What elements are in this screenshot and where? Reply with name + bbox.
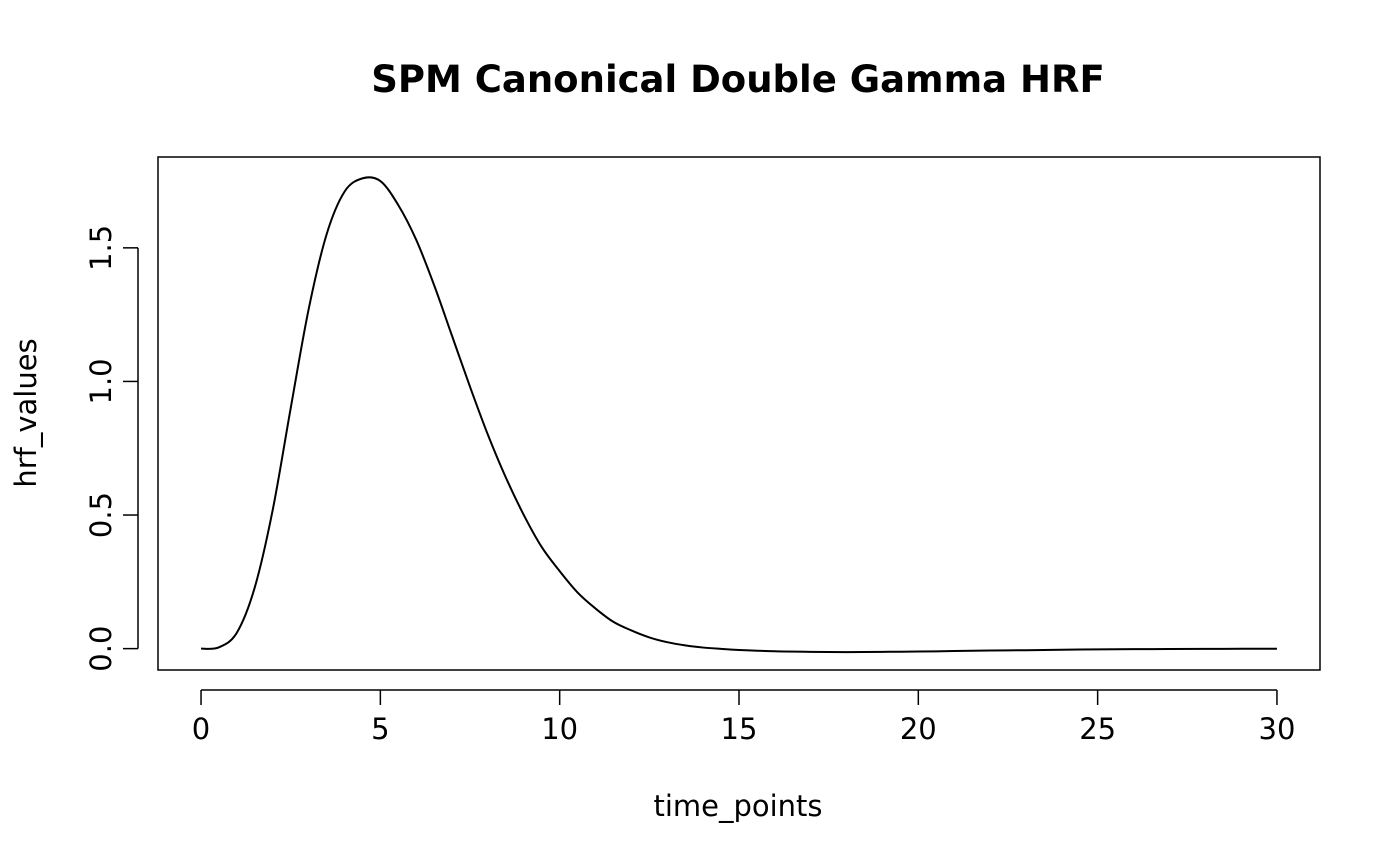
plot-frame [157,156,1321,671]
x-tick-label: 30 [1259,712,1296,746]
chart-title: SPM Canonical Double Gamma HRF [371,58,1104,101]
y-tick-label: 1.5 [84,225,118,271]
x-tick-label: 15 [721,712,758,746]
y-tick-label: 0.0 [84,626,118,672]
y-tick-label: 1.0 [84,358,118,404]
hrf-series-line [200,176,1277,654]
y-axis: 0.0 0.5 1.0 1.5 [84,225,139,672]
x-tick-label: 0 [192,712,210,746]
x-axis: 0 5 10 15 20 25 30 [192,689,1296,746]
x-tick-label: 20 [900,712,937,746]
x-tick-label: 5 [371,712,389,746]
x-tick-label: 25 [1079,712,1116,746]
y-axis-label: hrf_values [9,338,43,487]
x-axis-label: time_points [653,789,822,823]
x-tick-label: 10 [541,712,578,746]
y-tick-label: 0.5 [84,492,118,538]
